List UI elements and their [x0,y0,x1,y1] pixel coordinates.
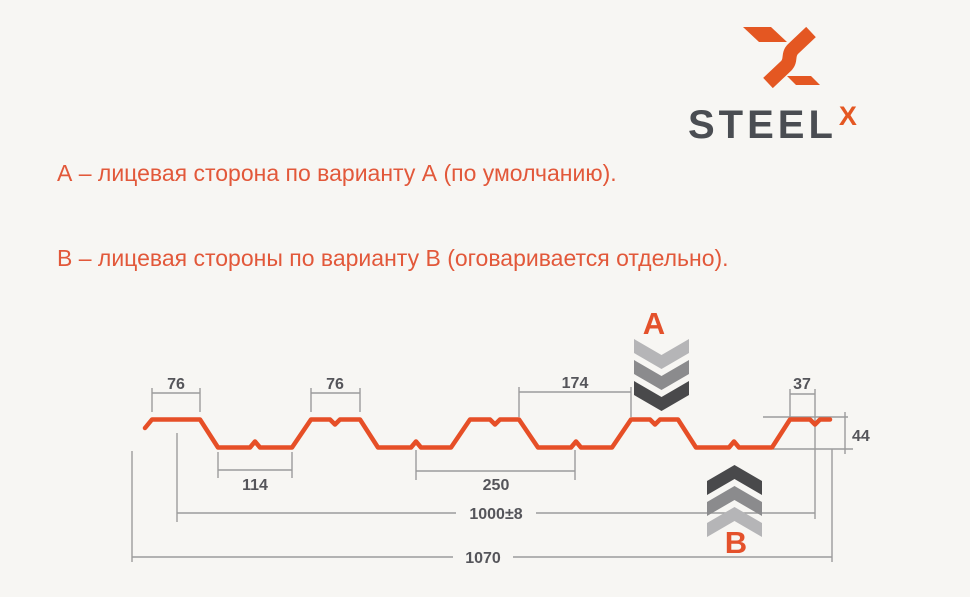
dim-label-76-right: 76 [326,376,344,393]
logo-arm-bottom-right [787,76,820,85]
logo-sup-x: X [838,101,857,131]
profile-line [142,417,833,450]
dim-1000 [176,433,815,522]
marker-b-chevrons-icon [707,465,762,537]
steelx-logo: STEELX [688,22,913,145]
logo-ribbon [763,26,816,89]
steelx-logo-mark-icon [743,26,820,89]
dim-label-250: 250 [483,477,510,494]
dim-76-right [310,388,361,412]
logo-wordmark: STEELX [688,101,913,147]
dim-114 [217,452,293,478]
dim-76-left [151,388,201,412]
dim-label-1000: 1000±8 [469,506,522,523]
dim-37 [789,389,816,519]
marker-a-chevrons-icon [634,339,689,411]
dim-174 [518,387,632,417]
dim-label-37: 37 [793,376,811,393]
dim-label-114: 114 [242,477,268,494]
logo-word-steel: STEEL [688,103,837,147]
dim-250 [415,450,576,480]
dim-1070 [131,449,833,562]
note-variant-a: А – лицевая сторона по варианту А (по ум… [57,160,617,186]
dim-44 [763,412,853,454]
dim-label-76-left: 76 [167,376,185,393]
dim-label-44: 44 [852,428,870,445]
note-variant-b: В – лицевая стороны по варианту В (огова… [57,245,729,271]
dim-label-174: 174 [562,375,589,392]
logo-arm-top-left [743,27,787,42]
marker-b-letter: B [725,525,747,560]
dimension-lines [131,387,853,562]
dim-label-1070: 1070 [465,550,501,567]
marker-a-letter: A [643,306,665,341]
